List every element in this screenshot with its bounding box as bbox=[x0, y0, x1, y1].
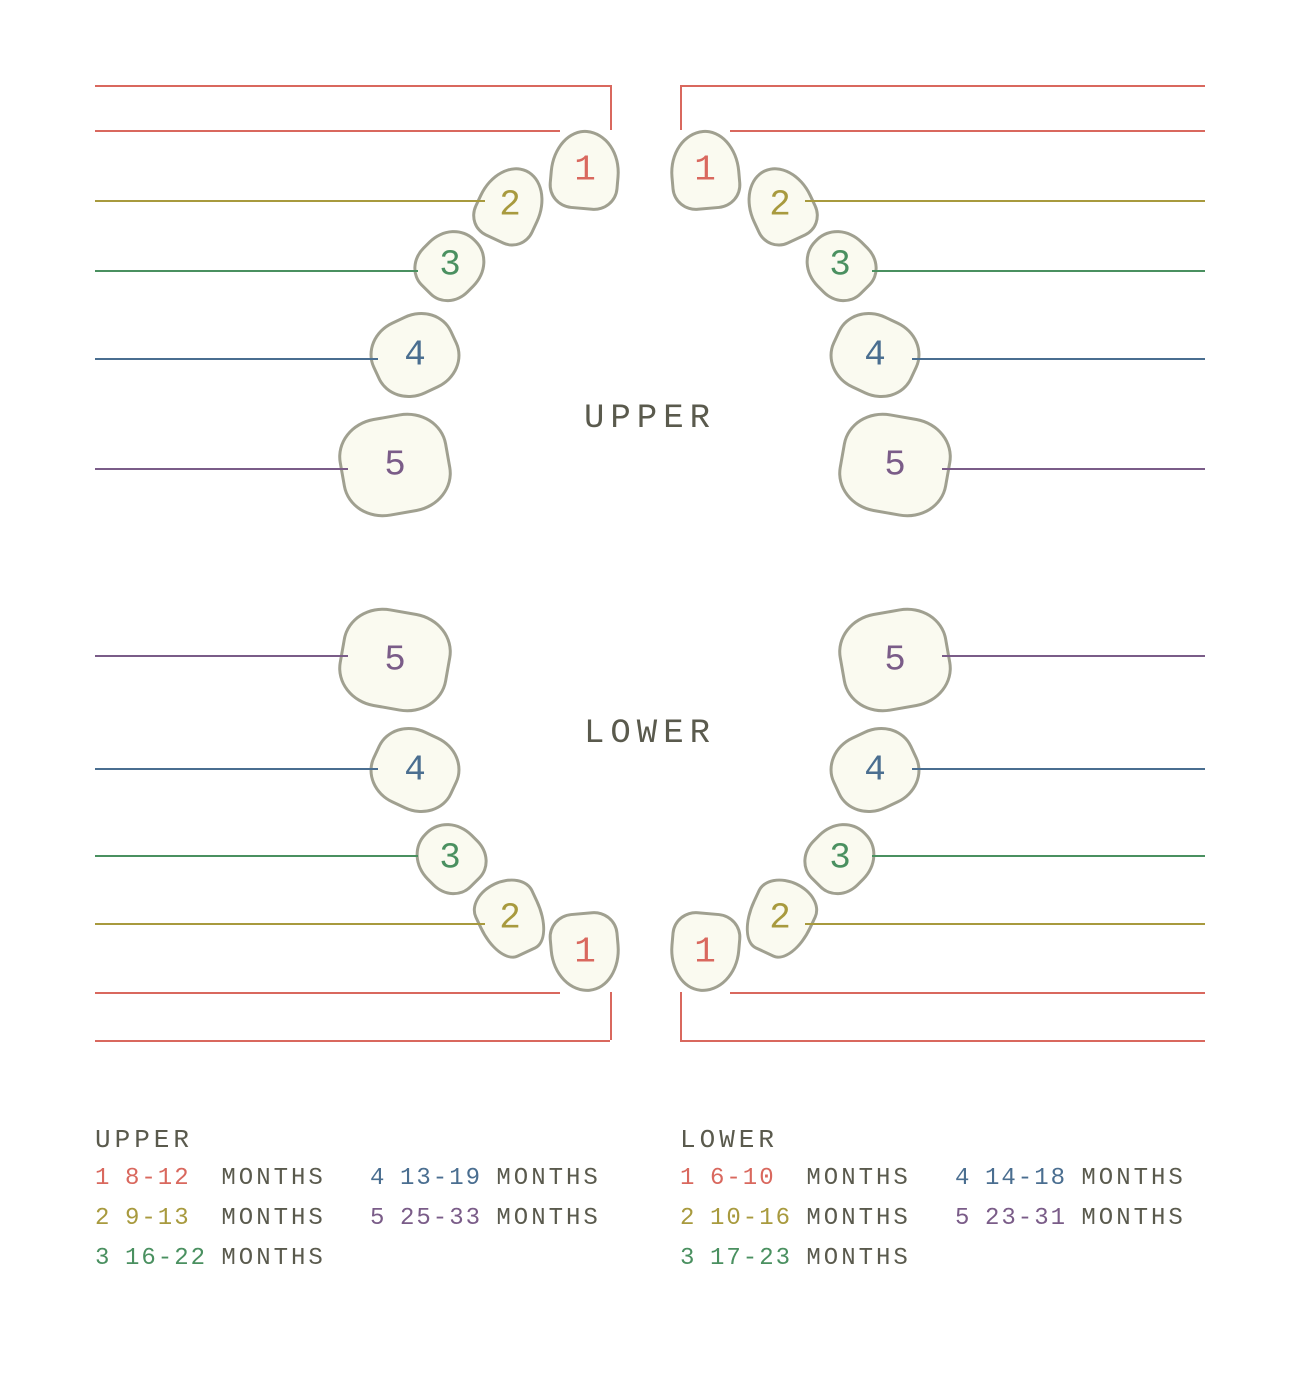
legend-range: 9-13 bbox=[125, 1205, 205, 1232]
legend-number: 2 bbox=[95, 1205, 125, 1232]
lead-lower-right-vert bbox=[680, 992, 682, 1040]
lower-left-tooth-number-1: 1 bbox=[574, 932, 596, 973]
legend-number: 4 bbox=[370, 1165, 400, 1192]
legend-unit: MONTHS bbox=[221, 1245, 325, 1272]
legend-item-1: 18-12 MONTHS bbox=[95, 1165, 326, 1192]
lead-lower-left-2 bbox=[95, 923, 485, 925]
legend-item-4: 414-18 MONTHS bbox=[955, 1165, 1186, 1192]
upper-left-tooth-number-4: 4 bbox=[404, 335, 426, 376]
lead-upper-right-top bbox=[680, 85, 1205, 87]
legend-unit: MONTHS bbox=[221, 1165, 325, 1192]
lead-upper-left-vert bbox=[610, 85, 612, 130]
lead-lower-right-5 bbox=[942, 655, 1205, 657]
legend-item-5: 523-31 MONTHS bbox=[955, 1205, 1186, 1232]
upper-right-tooth-number-2: 2 bbox=[769, 185, 791, 226]
lower-right-tooth-number-1: 1 bbox=[694, 932, 716, 973]
lower-right-tooth-number-2: 2 bbox=[769, 898, 791, 939]
upper-right-tooth-number-5: 5 bbox=[884, 445, 906, 486]
lead-lower-left-bottom bbox=[95, 1040, 610, 1042]
legend-item-4: 413-19 MONTHS bbox=[370, 1165, 601, 1192]
legend-range: 10-16 bbox=[710, 1205, 790, 1232]
legend-range: 16-22 bbox=[125, 1245, 205, 1272]
legend-unit: MONTHS bbox=[221, 1205, 325, 1232]
legend-number: 2 bbox=[680, 1205, 710, 1232]
legend-lower-title: LOWER bbox=[680, 1125, 778, 1155]
legend-item-1: 16-10 MONTHS bbox=[680, 1165, 911, 1192]
lower-right-tooth-number-5: 5 bbox=[884, 640, 906, 681]
legend-item-2: 29-13 MONTHS bbox=[95, 1205, 326, 1232]
legend-range: 23-31 bbox=[985, 1205, 1065, 1232]
lead-upper-left-4 bbox=[95, 358, 378, 360]
legend-item-5: 525-33 MONTHS bbox=[370, 1205, 601, 1232]
legend-number: 3 bbox=[680, 1245, 710, 1272]
legend-item-3: 317-23 MONTHS bbox=[680, 1245, 911, 1272]
lead-lower-left-5 bbox=[95, 655, 348, 657]
lead-lower-right-4 bbox=[912, 768, 1205, 770]
lower-arch-label: LOWER bbox=[584, 715, 716, 753]
lead-lower-left-4 bbox=[95, 768, 378, 770]
lead-lower-right-bottom bbox=[680, 1040, 1205, 1042]
legend-range: 14-18 bbox=[985, 1165, 1065, 1192]
lead-lower-right-1 bbox=[730, 992, 1205, 994]
legend-unit: MONTHS bbox=[496, 1205, 600, 1232]
upper-left-tooth-number-5: 5 bbox=[384, 445, 406, 486]
lead-upper-right-4 bbox=[912, 358, 1205, 360]
lower-left-tooth-number-4: 4 bbox=[404, 750, 426, 791]
legend-number: 1 bbox=[95, 1165, 125, 1192]
legend-item-2: 210-16 MONTHS bbox=[680, 1205, 911, 1232]
legend-unit: MONTHS bbox=[806, 1245, 910, 1272]
lead-upper-left-2 bbox=[95, 200, 485, 202]
legend-range: 13-19 bbox=[400, 1165, 480, 1192]
legend-number: 1 bbox=[680, 1165, 710, 1192]
lead-lower-left-vert bbox=[610, 992, 612, 1040]
upper-right-tooth-number-4: 4 bbox=[864, 335, 886, 376]
lower-left-tooth-number-5: 5 bbox=[384, 640, 406, 681]
lead-upper-left-1 bbox=[95, 130, 560, 132]
legend-unit: MONTHS bbox=[1081, 1205, 1185, 1232]
legend-range: 17-23 bbox=[710, 1245, 790, 1272]
upper-left-tooth-number-1: 1 bbox=[574, 150, 596, 191]
lead-lower-right-2 bbox=[805, 923, 1205, 925]
legend-unit: MONTHS bbox=[806, 1205, 910, 1232]
upper-right-tooth-number-1: 1 bbox=[694, 150, 716, 191]
legend-unit: MONTHS bbox=[1081, 1165, 1185, 1192]
lead-upper-right-2 bbox=[805, 200, 1205, 202]
upper-left-tooth-number-2: 2 bbox=[499, 185, 521, 226]
lead-lower-right-3 bbox=[872, 855, 1205, 857]
legend-unit: MONTHS bbox=[496, 1165, 600, 1192]
legend-range: 6-10 bbox=[710, 1165, 790, 1192]
legend-number: 5 bbox=[955, 1205, 985, 1232]
lead-upper-right-5 bbox=[942, 468, 1205, 470]
lead-lower-left-3 bbox=[95, 855, 418, 857]
lead-upper-right-vert bbox=[680, 85, 682, 130]
legend-range: 8-12 bbox=[125, 1165, 205, 1192]
lower-right-tooth-number-3: 3 bbox=[829, 838, 851, 879]
legend-number: 3 bbox=[95, 1245, 125, 1272]
lower-left-tooth-number-3: 3 bbox=[439, 838, 461, 879]
lead-upper-right-3 bbox=[872, 270, 1205, 272]
upper-right-tooth-number-3: 3 bbox=[829, 245, 851, 286]
legend-number: 5 bbox=[370, 1205, 400, 1232]
lower-right-tooth-number-4: 4 bbox=[864, 750, 886, 791]
lower-left-tooth-number-2: 2 bbox=[499, 898, 521, 939]
lead-upper-right-1 bbox=[730, 130, 1205, 132]
lead-upper-left-5 bbox=[95, 468, 348, 470]
legend-unit: MONTHS bbox=[806, 1165, 910, 1192]
upper-left-tooth-number-3: 3 bbox=[439, 245, 461, 286]
lead-upper-left-3 bbox=[95, 270, 418, 272]
legend-upper-title: UPPER bbox=[95, 1125, 193, 1155]
lead-upper-left-top bbox=[95, 85, 610, 87]
legend-item-3: 316-22 MONTHS bbox=[95, 1245, 326, 1272]
legend-range: 25-33 bbox=[400, 1205, 480, 1232]
lead-lower-left-1 bbox=[95, 992, 560, 994]
legend-number: 4 bbox=[955, 1165, 985, 1192]
upper-arch-label: UPPER bbox=[584, 400, 716, 438]
